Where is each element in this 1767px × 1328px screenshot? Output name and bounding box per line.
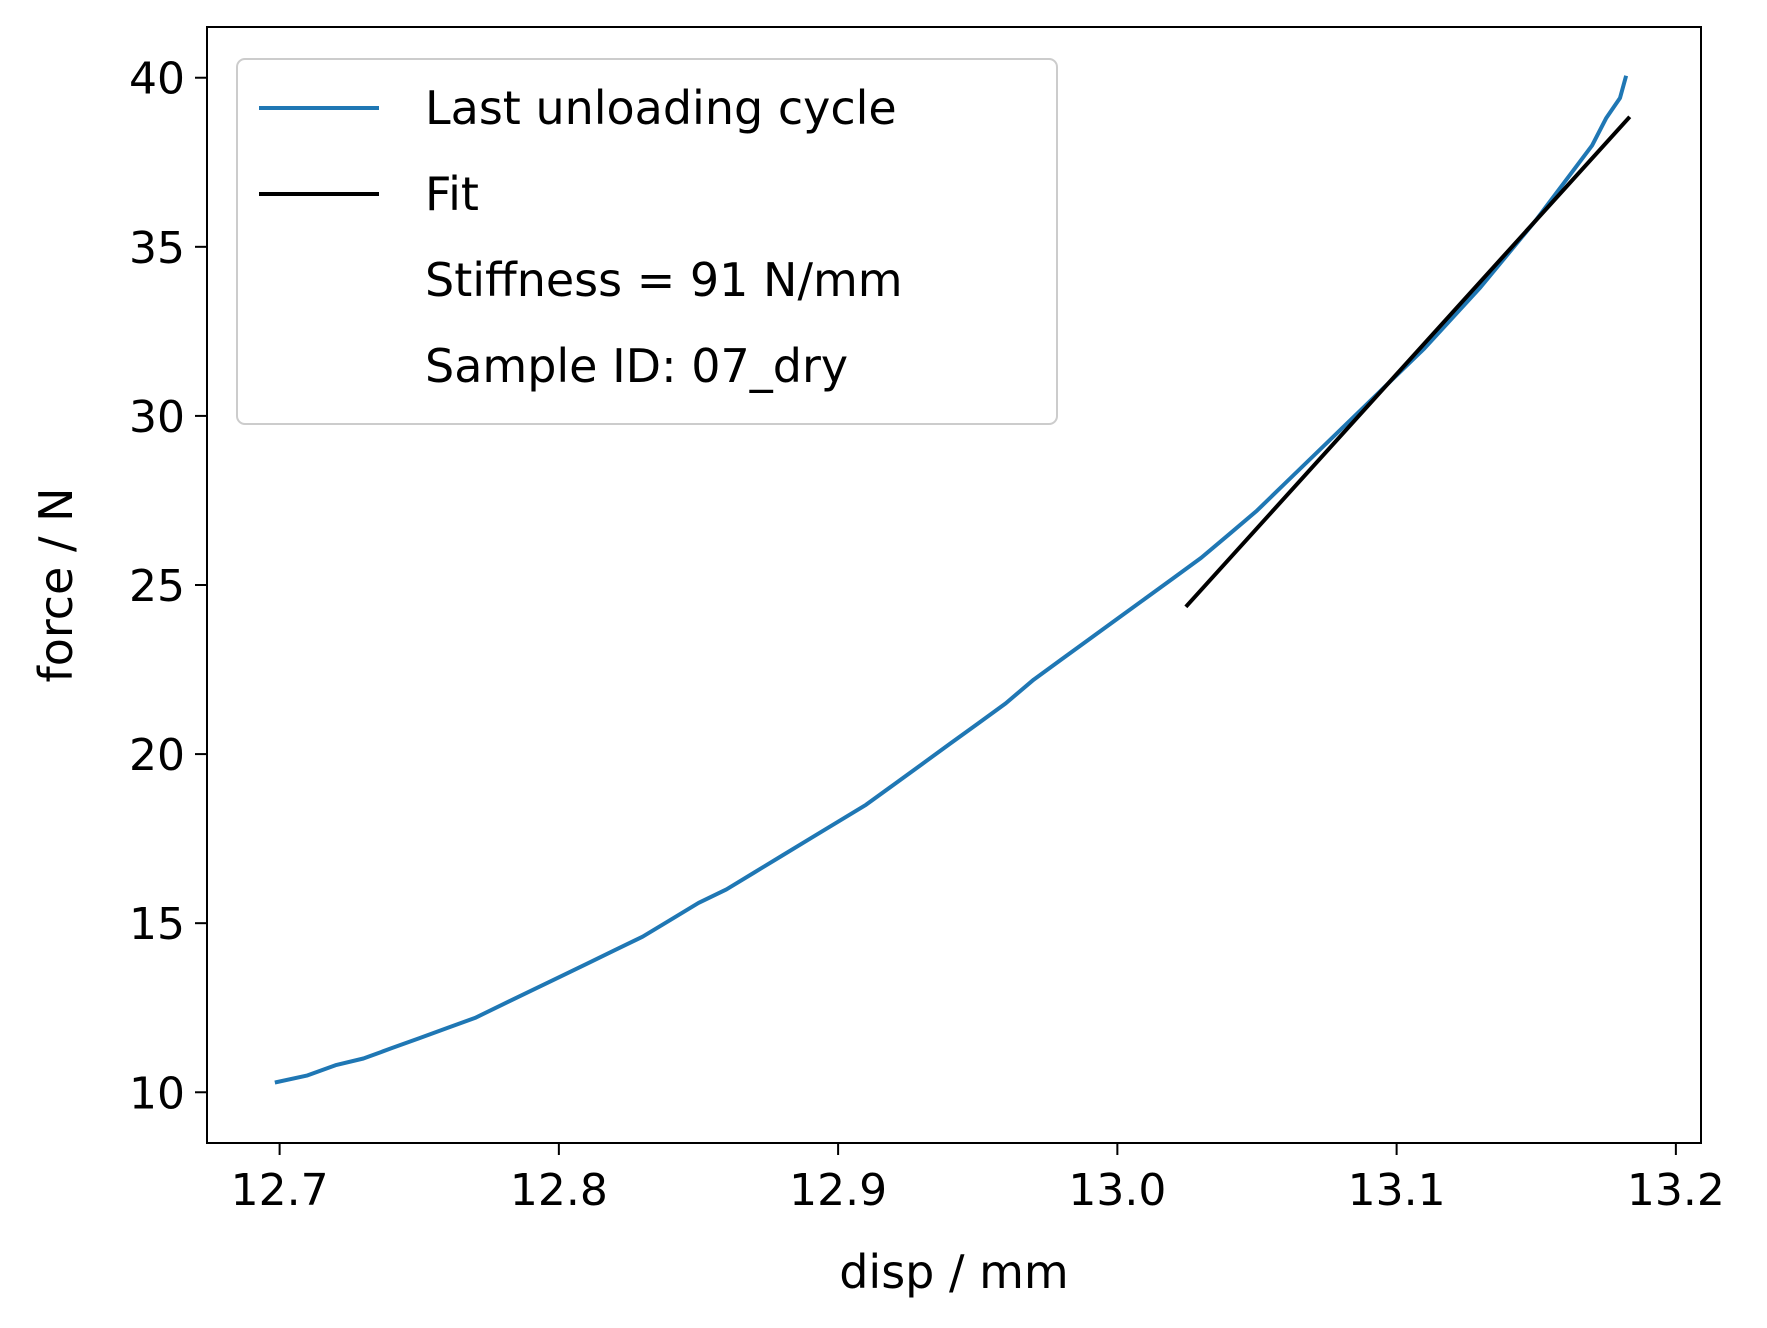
x-ticks: 12.7 12.8 12.9 13.0 13.1 13.2 [231,1143,1725,1216]
legend-entry: Fit [425,167,479,221]
y-tick-label: 25 [129,561,185,612]
series-line-fit [1184,115,1632,609]
y-tick-label: 10 [129,1068,185,1119]
series-line-last-unloading-cycle [274,75,1629,1085]
legend-entry: Stiffness = 91 N/mm [425,253,903,307]
x-tick-label: 12.7 [231,1165,329,1216]
legend-entry: Last unloading cycle [425,81,897,135]
y-tick-label: 15 [129,899,185,950]
y-tick-label: 40 [129,54,185,105]
y-ticks: 10 15 20 25 30 35 40 [129,54,207,1119]
y-tick-label: 35 [129,223,185,274]
x-tick-label: 13.1 [1348,1165,1446,1216]
x-tick-label: 12.8 [510,1165,608,1216]
y-axis-label: force / N [29,488,83,683]
x-tick-label: 12.9 [789,1165,887,1216]
x-axis-label: disp / mm [839,1245,1069,1299]
y-tick-label: 30 [129,392,185,443]
x-tick-label: 13.0 [1068,1165,1166,1216]
y-tick-label: 20 [129,730,185,781]
legend-entry: Sample ID: 07_dry [425,339,848,393]
x-tick-label: 13.2 [1627,1165,1725,1216]
legend: Last unloading cycle Fit Stiffness = 91 N/… [236,58,1058,425]
series-layer [274,75,1632,1085]
legend-box [236,58,1058,425]
